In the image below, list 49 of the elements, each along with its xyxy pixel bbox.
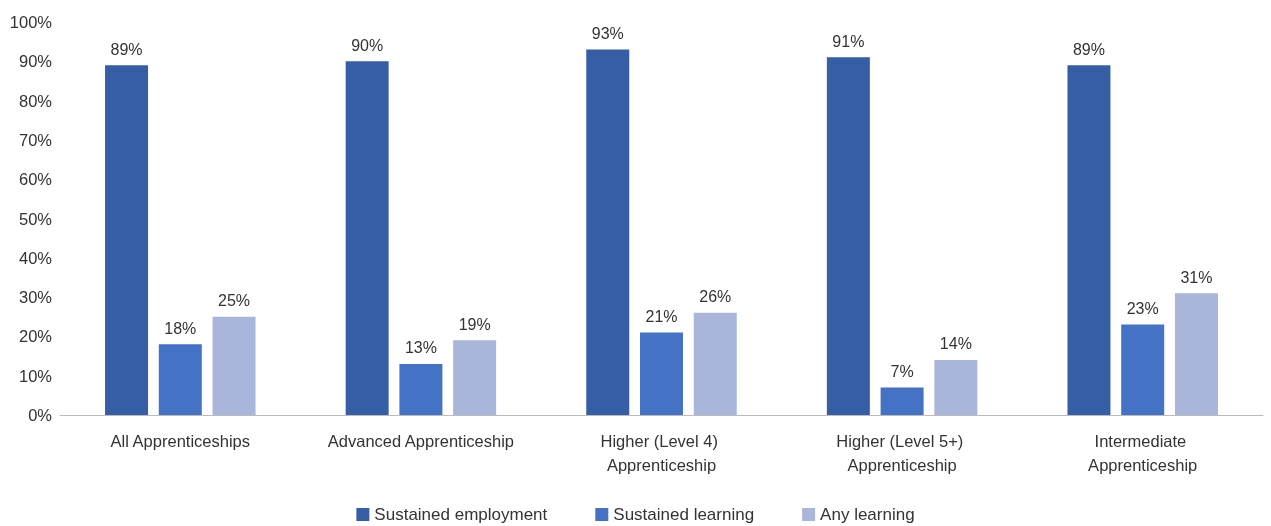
- bar: [586, 49, 630, 415]
- x-tick-label: All Apprenticeships: [110, 432, 251, 450]
- legend-label: Any learning: [820, 505, 915, 524]
- bar: [880, 387, 924, 415]
- bar: [453, 340, 497, 415]
- bar: [826, 57, 870, 415]
- bar: [158, 344, 202, 415]
- y-tick-label: 90%: [18, 52, 53, 71]
- bar: [399, 363, 443, 415]
- bar: [1174, 293, 1218, 415]
- data-label: 18%: [164, 319, 197, 337]
- data-label: 91%: [832, 32, 865, 50]
- x-tick-label: Intermediate Apprenticeship: [1088, 432, 1198, 474]
- legend-label: Sustained employment: [374, 505, 548, 524]
- bar: [212, 316, 256, 415]
- x-tick-label: Higher (Level 4) Apprenticeship: [600, 432, 723, 474]
- bar: [345, 61, 389, 415]
- y-tick-label: 20%: [18, 327, 53, 346]
- y-tick-label: 0%: [28, 406, 53, 424]
- data-label: 25%: [218, 292, 251, 310]
- data-label: 89%: [110, 40, 143, 58]
- bar: [105, 65, 149, 415]
- data-label: 23%: [1126, 300, 1159, 318]
- y-tick-label: 30%: [18, 288, 53, 307]
- data-label: 13%: [404, 339, 437, 357]
- data-label: 90%: [351, 36, 384, 54]
- data-label: 7%: [890, 362, 914, 380]
- legend-label: Sustained learning: [613, 505, 755, 524]
- data-label: 19%: [458, 315, 491, 333]
- bar: [934, 359, 978, 415]
- y-tick-label: 70%: [18, 130, 53, 149]
- data-label: 31%: [1180, 268, 1213, 286]
- bar: [693, 312, 737, 415]
- data-label: 89%: [1072, 40, 1105, 58]
- bar: [640, 332, 683, 415]
- y-tick-label: 10%: [18, 366, 53, 385]
- y-tick-label: 60%: [18, 170, 53, 189]
- bar: [1121, 324, 1165, 415]
- data-label: 21%: [645, 307, 678, 325]
- y-tick-label: 50%: [18, 209, 53, 228]
- x-tick-label: Higher (Level 5+) Apprenticeship: [836, 432, 968, 474]
- y-tick-label: 100%: [9, 13, 53, 31]
- data-label: 14%: [939, 335, 972, 353]
- y-tick-label: 80%: [18, 91, 53, 110]
- y-tick-label: 40%: [18, 248, 53, 267]
- bar: [1067, 65, 1111, 415]
- data-label: 26%: [699, 288, 732, 306]
- data-label: 93%: [591, 25, 624, 43]
- x-tick-label: Advanced Apprenticeship: [327, 432, 515, 450]
